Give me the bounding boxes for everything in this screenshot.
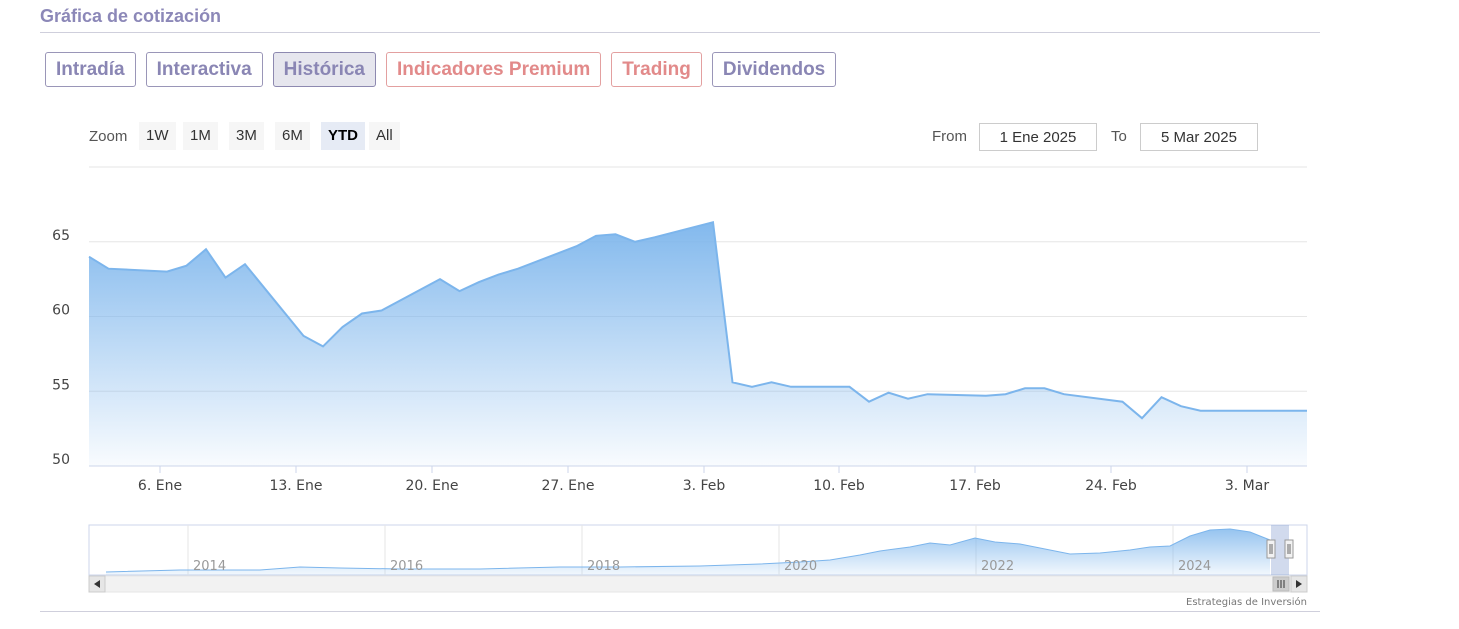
x-tick-label: 6. Ene: [138, 478, 182, 494]
navigator-handle[interactable]: [1266, 539, 1276, 559]
zoom-button-ytd[interactable]: YTD: [321, 122, 365, 150]
y-tick-label: 50: [52, 452, 70, 468]
title-divider: [40, 32, 1320, 33]
tab-dividendos[interactable]: Dividendos: [711, 52, 837, 87]
tab-histórica[interactable]: Histórica: [272, 52, 376, 87]
navigator-line: [105, 528, 1271, 573]
zoom-button-all[interactable]: All: [369, 122, 400, 150]
zoom-button-3m[interactable]: 3M: [229, 122, 264, 150]
price-line[interactable]: [88, 221, 1307, 420]
chart-credits[interactable]: Estrategias de Inversión: [1186, 596, 1307, 608]
navigator-tick-label: 2022: [981, 559, 1014, 574]
navigator-tick-label: 2018: [587, 559, 620, 574]
x-tick-label: 3. Feb: [683, 478, 726, 494]
from-date-input[interactable]: [979, 123, 1097, 151]
from-label: From: [932, 128, 967, 145]
x-tick-label: 10. Feb: [813, 478, 865, 494]
navigator-selection[interactable]: [1271, 525, 1289, 575]
x-tick-label: 17. Feb: [949, 478, 1001, 494]
navigator-handle[interactable]: [1284, 539, 1294, 559]
x-tick-label: 13. Ene: [269, 478, 322, 494]
navigator-area: [106, 529, 1270, 575]
navigator[interactable]: 2014 2016 2018 2020 2022 2024: [88, 524, 1308, 593]
navigator-tick-label: 2020: [784, 559, 817, 574]
zoom-label: Zoom: [89, 128, 128, 145]
price-series: [88, 221, 1307, 467]
x-axis-ticks: 6. Ene 13. Ene 20. Ene 27. Ene 3. Feb 10. Feb…: [138, 466, 1269, 494]
navigator-tick-label: 2024: [1178, 559, 1211, 574]
scroll-right-arrow-icon: [1296, 580, 1302, 588]
x-tick-label: 27. Ene: [541, 478, 594, 494]
navigator-tick-label: 2016: [390, 559, 423, 574]
x-tick-label: 24. Feb: [1085, 478, 1137, 494]
y-tick-label: 60: [52, 303, 70, 319]
navigator-tick-label: 2014: [193, 559, 226, 574]
tab-indicadores-premium[interactable]: Indicadores Premium: [385, 52, 602, 87]
tab-intradía[interactable]: Intradía: [45, 52, 136, 87]
to-label: To: [1111, 128, 1127, 145]
price-area: [89, 222, 1307, 466]
tab-interactiva[interactable]: Interactiva: [145, 52, 263, 87]
tab-trading[interactable]: Trading: [611, 52, 702, 87]
section-title: Gráfica de cotización: [40, 6, 222, 26]
y-tick-label: 55: [52, 377, 70, 393]
zoom-button-1w[interactable]: 1W: [139, 122, 176, 150]
to-date-input[interactable]: [1140, 123, 1258, 151]
chart-tabs: Intradía Interactiva Histórica Indicadores …: [45, 52, 837, 87]
scroll-left-arrow-icon: [94, 580, 100, 588]
zoom-button-6m[interactable]: 6M: [275, 122, 310, 150]
x-tick-label: 20. Ene: [405, 478, 458, 494]
y-tick-label: 65: [52, 228, 70, 244]
scrollbar-track[interactable]: [88, 575, 1308, 593]
x-tick-label: 3. Mar: [1225, 478, 1269, 494]
bottom-divider: [40, 611, 1320, 612]
y-axis-ticks: 50 55 60 65: [52, 228, 70, 468]
zoom-button-1m[interactable]: 1M: [183, 122, 218, 150]
